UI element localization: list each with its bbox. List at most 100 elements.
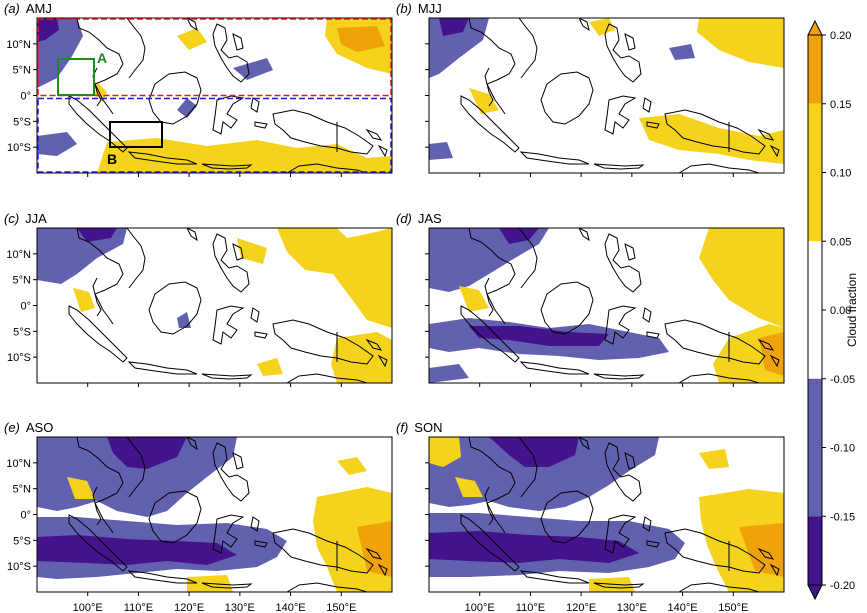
- lon-tick-label: 150°E: [718, 602, 748, 613]
- coastline: [604, 305, 637, 345]
- coastline: [484, 486, 506, 534]
- lat-tick-label: 10°S: [7, 352, 31, 364]
- shading-pos: [699, 228, 784, 328]
- coastline: [148, 490, 202, 544]
- coastline: [678, 373, 760, 383]
- coastline: [593, 373, 645, 380]
- coastline: [519, 570, 590, 584]
- shading-pos: [699, 449, 729, 469]
- coastline: [460, 305, 520, 363]
- lon-tick-label: 140°E: [276, 602, 306, 613]
- box-b: [109, 121, 163, 148]
- coastline: [212, 442, 250, 502]
- colorbar-segment: [808, 172, 822, 242]
- coastline: [468, 228, 516, 317]
- shading-strong-neg: [107, 437, 187, 469]
- shading-pos: [95, 82, 107, 102]
- coastline: [460, 514, 520, 572]
- shading-strong-neg: [489, 437, 579, 467]
- colorbar-tick-label: -0.20: [830, 580, 855, 592]
- shading-pos: [237, 238, 267, 264]
- coastline: [212, 95, 245, 135]
- panel-title: (c) JJA: [4, 211, 47, 226]
- colorbar-tick-label: -0.10: [830, 443, 855, 455]
- coastline: [664, 319, 766, 365]
- coastline: [126, 18, 146, 79]
- colorbar: 0.20 0.15 0.10 0.05 0.00 -0.05 -0.10 -0.15 -0.20…: [807, 19, 859, 601]
- coastline: [148, 71, 202, 125]
- shading-neg: [37, 228, 127, 284]
- map-panel-jas: (d) JAS: [396, 211, 785, 387]
- lat-tick-label: 5°N: [13, 275, 32, 287]
- shading-neg: [429, 142, 453, 160]
- coastline: [254, 121, 268, 129]
- coastline: [232, 452, 244, 470]
- coastline: [186, 18, 198, 32]
- coastline: [92, 277, 114, 325]
- coastline: [76, 228, 124, 317]
- map-panel-amj: (a) AMJ 10°N 5°N 0° 5°S 10°S A B: [4, 1, 393, 177]
- shading-strong-neg: [429, 531, 639, 563]
- coastline: [212, 23, 250, 83]
- coastline: [201, 582, 253, 589]
- coastline: [76, 437, 124, 526]
- colorbar-segment: [808, 241, 822, 310]
- shading-pos: [73, 288, 95, 312]
- lon-tick-label: 130°E: [225, 602, 255, 613]
- lat-tick-label: 5°N: [13, 65, 32, 77]
- shading-neg: [177, 312, 191, 328]
- box-b-label: B: [107, 151, 117, 167]
- coastline: [212, 514, 245, 554]
- coastline: [254, 331, 268, 339]
- coastline: [127, 570, 198, 584]
- colorbar-tick-label: -0.05: [830, 374, 855, 386]
- coastline: [484, 67, 506, 115]
- coastline: [578, 437, 590, 451]
- lon-tick-label: 120°E: [174, 602, 204, 613]
- shading-pos: [177, 28, 207, 50]
- colorbar-arrow-bottom: [807, 584, 823, 601]
- lon-tick-label: 140°E: [668, 602, 698, 613]
- coastline: [286, 163, 368, 173]
- coastline: [578, 228, 590, 242]
- coastline: [624, 33, 636, 51]
- coastline: [272, 528, 374, 574]
- lon-tick-label: 150°E: [326, 602, 356, 613]
- coastline: [68, 95, 128, 153]
- shading-pos: [459, 286, 489, 312]
- coastline: [604, 95, 637, 135]
- coastline: [540, 71, 594, 125]
- map-panel-mjj: (b) MJJ: [396, 1, 785, 177]
- coastline: [201, 373, 253, 380]
- coastline: [365, 128, 383, 141]
- coastline: [127, 151, 198, 165]
- lat-tick-label: 5°S: [13, 326, 31, 338]
- coastline: [604, 442, 642, 502]
- coastline: [518, 437, 538, 498]
- coastline: [757, 128, 775, 141]
- shading-strong-neg: [77, 228, 117, 242]
- lat-tick-label: 10°N: [6, 458, 31, 470]
- coastline: [757, 547, 775, 560]
- box-a-label: A: [97, 50, 107, 66]
- panel-title: (e) ASO: [4, 420, 53, 435]
- colorbar-arrow-top: [807, 19, 823, 36]
- coastline: [460, 95, 520, 153]
- coastline: [646, 331, 660, 339]
- shading-neg: [177, 98, 197, 118]
- north-region-box: [37, 18, 392, 97]
- shading-strong-pos: [337, 26, 385, 52]
- shading-pos: [67, 477, 95, 499]
- coastline: [286, 373, 368, 383]
- coastline: [518, 18, 538, 79]
- shading-pos: [429, 437, 461, 467]
- coastline: [678, 582, 760, 592]
- coastline: [148, 281, 202, 335]
- lat-tick-label: 10°N: [6, 39, 31, 51]
- lat-tick-label: 10°S: [7, 142, 31, 154]
- lon-tick-label: 100°E: [465, 602, 495, 613]
- shading-pos: [589, 18, 615, 36]
- coastline: [646, 121, 660, 129]
- coastline: [377, 354, 388, 368]
